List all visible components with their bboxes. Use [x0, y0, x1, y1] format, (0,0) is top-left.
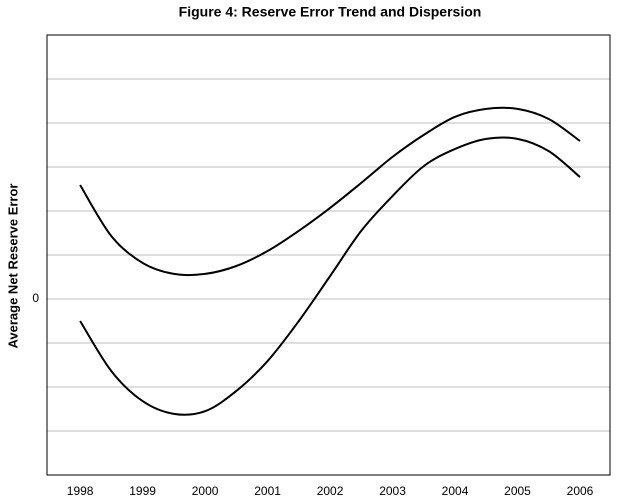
x-tick-label: 2001: [254, 484, 281, 498]
y-tick-label: 0: [32, 291, 39, 305]
x-tick-label: 1998: [67, 484, 94, 498]
x-tick-label: 2006: [567, 484, 594, 498]
line-series: [79, 136, 581, 416]
x-tick-label: 2003: [379, 484, 406, 498]
x-tick-label: 2000: [192, 484, 219, 498]
line-series: [79, 106, 581, 277]
x-tick-label: 2005: [504, 484, 531, 498]
plot-frame: [46, 34, 611, 476]
x-tick-label: 1999: [129, 484, 156, 498]
y-axis-label: Average Net Reserve Error: [5, 184, 20, 349]
chart-title: Figure 4: Reserve Error Trend and Disper…: [179, 4, 482, 20]
x-tick-label: 2002: [317, 484, 344, 498]
x-tick-label: 2004: [442, 484, 469, 498]
